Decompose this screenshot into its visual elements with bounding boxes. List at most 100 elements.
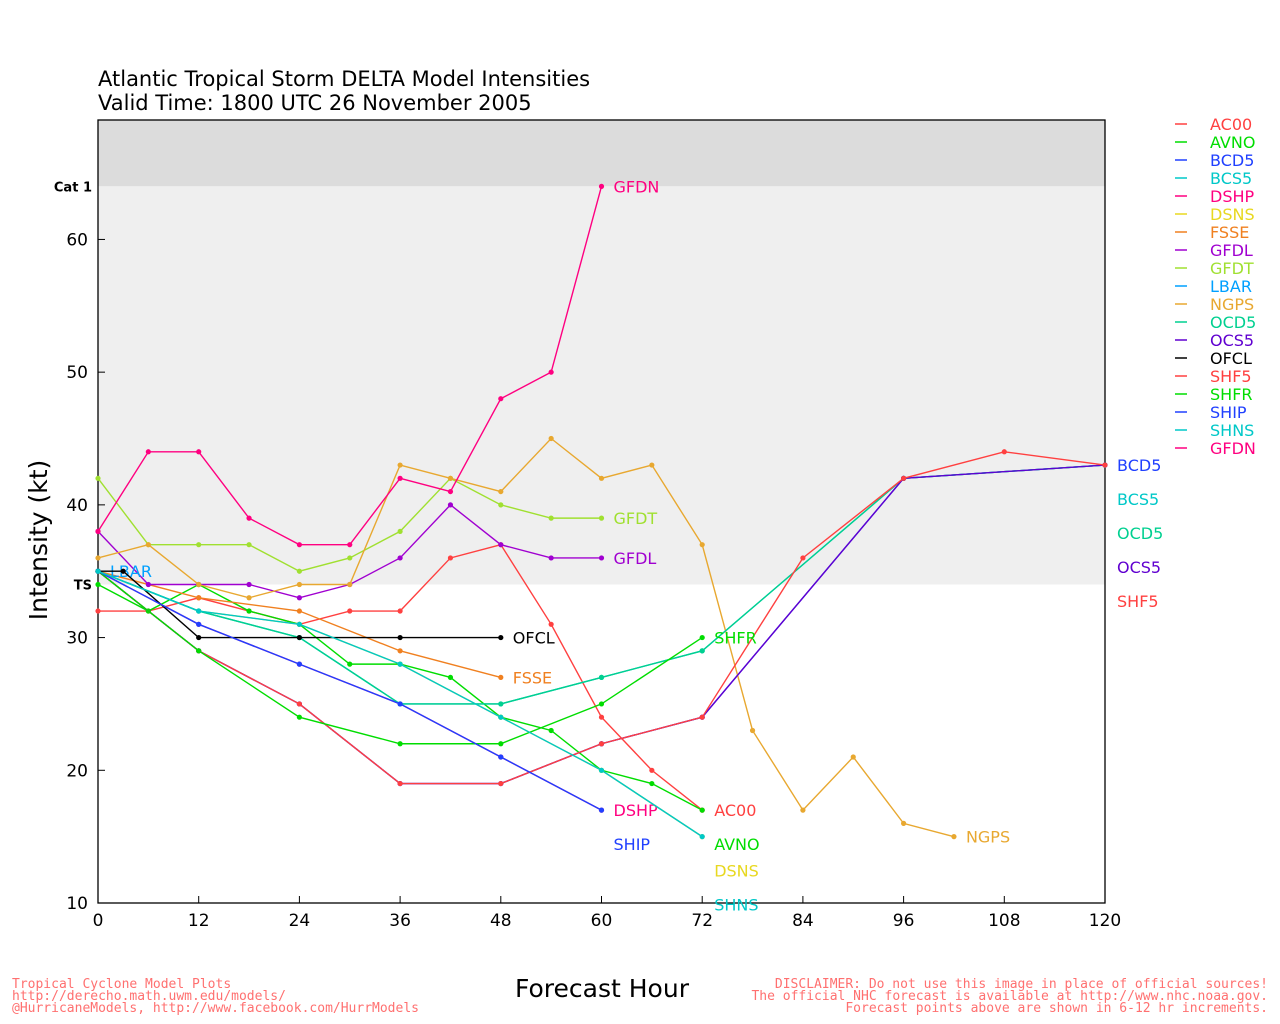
- data-point: [397, 661, 403, 667]
- legend-label: BCS5: [1210, 169, 1252, 188]
- data-point: [196, 621, 202, 627]
- x-tick-label: 108: [988, 911, 1020, 931]
- series-end-label: GFDL: [614, 549, 657, 568]
- data-point: [246, 515, 252, 521]
- data-point: [699, 634, 705, 641]
- series-group: AC00 AVNO BCD5 BCS5 DSHP DSNS FSSE GFDL GFDT LBAR…: [95, 177, 1163, 915]
- data-point: [196, 449, 202, 455]
- data-point: [397, 475, 403, 481]
- footer-left: Tropical Cyclone Model Plots http://dere…: [12, 977, 419, 1016]
- data-point: [196, 634, 202, 641]
- data-point: [296, 595, 302, 601]
- series-end-label: BCS5: [1117, 490, 1159, 509]
- x-axis-label: Forecast Hour: [515, 974, 690, 1003]
- data-point: [1102, 462, 1108, 468]
- threshold-label: Cat 1: [54, 180, 92, 195]
- data-point: [95, 475, 101, 481]
- series-end-label: SHFR: [714, 629, 757, 648]
- data-point: [598, 714, 605, 720]
- legend-label: NGPS: [1210, 295, 1254, 314]
- y-tick-label: 20: [66, 761, 88, 781]
- data-point: [498, 780, 504, 787]
- series-end-label: GFDN: [614, 177, 660, 196]
- series-end-label: SHF5: [1117, 592, 1159, 611]
- y-tick-label: 10: [66, 894, 88, 914]
- legend-label: SHIP: [1210, 403, 1247, 422]
- data-point: [246, 581, 252, 588]
- x-tick-label: 84: [792, 911, 814, 931]
- series-end-label: BCD5: [1117, 456, 1161, 475]
- y-axis-label: Intensity (kt): [24, 460, 53, 621]
- data-point: [196, 608, 202, 614]
- data-point: [699, 542, 705, 548]
- data-point: [598, 183, 605, 189]
- legend-label: OFCL: [1210, 349, 1252, 368]
- data-point: [699, 807, 705, 813]
- legend-label: DSHP: [1210, 187, 1255, 206]
- disclaimer-line: The official NHC forecast is available a…: [751, 989, 1268, 1004]
- data-point: [196, 648, 202, 654]
- legend: AC00AVNOBCD5BCS5DSHPDSNSFSSEGFDLGFDTLBAR…: [1175, 115, 1256, 458]
- series-end-label: OCS5: [1117, 558, 1161, 577]
- series-ngps: NGPS: [95, 435, 1010, 847]
- data-point: [246, 542, 252, 548]
- x-tick-label: 24: [289, 911, 311, 931]
- data-point: [95, 528, 101, 535]
- series-end-label: SHIP: [614, 835, 651, 854]
- data-point: [901, 820, 907, 826]
- series-end-label: OFCL: [513, 629, 555, 648]
- y-tick-label: 60: [66, 230, 88, 250]
- data-point: [397, 701, 403, 707]
- legend-label: FSSE: [1210, 223, 1249, 242]
- data-point: [296, 714, 302, 720]
- data-point: [1001, 449, 1007, 455]
- data-point: [145, 449, 151, 455]
- data-point: [548, 555, 554, 561]
- disclaimer-line: Forecast points above are shown in 6-12 …: [845, 1001, 1268, 1016]
- x-tick-label: 12: [188, 911, 210, 931]
- data-point: [649, 462, 655, 468]
- data-point: [901, 475, 907, 481]
- series-end-label: SHNS: [714, 896, 758, 915]
- series-fsse: FSSE: [95, 568, 552, 687]
- data-point: [95, 555, 101, 561]
- data-point: [347, 608, 353, 614]
- data-point: [447, 674, 454, 680]
- series-line: [97, 570, 602, 811]
- data-point: [649, 780, 655, 787]
- data-point: [548, 435, 554, 442]
- data-point: [498, 396, 504, 402]
- data-point: [296, 568, 302, 574]
- series-end-label: FSSE: [513, 668, 552, 687]
- axes: 0 12 24 36 48 60 72 84 96 108 120 10 20 30 40 50 60: [66, 119, 1121, 931]
- series-end-label: AC00: [714, 801, 756, 820]
- data-point: [498, 502, 504, 508]
- series-end-label: AVNO: [714, 835, 759, 854]
- data-point: [498, 754, 504, 760]
- legend-label: DSNS: [1210, 205, 1255, 224]
- series-gfdn: GFDN: [95, 177, 660, 548]
- data-point: [95, 608, 101, 614]
- data-point: [699, 834, 705, 840]
- y-tick-label: 30: [66, 629, 88, 649]
- data-point: [296, 621, 302, 627]
- data-point: [498, 674, 504, 680]
- data-point: [498, 542, 504, 548]
- data-point: [598, 674, 605, 680]
- data-point: [598, 701, 605, 707]
- data-point: [598, 515, 605, 521]
- data-point: [447, 475, 454, 481]
- data-point: [598, 767, 605, 773]
- data-point: [196, 542, 202, 548]
- x-tick-label: 60: [591, 911, 613, 931]
- data-point: [498, 701, 504, 707]
- data-point: [145, 542, 151, 548]
- legend-label: OCD5: [1210, 313, 1256, 332]
- data-point: [800, 555, 806, 561]
- y-tick-label: 40: [66, 496, 88, 516]
- data-point: [196, 595, 202, 601]
- x-tick-label: 120: [1089, 911, 1121, 931]
- data-point: [498, 714, 504, 720]
- tropical-storm-band: [98, 186, 1105, 585]
